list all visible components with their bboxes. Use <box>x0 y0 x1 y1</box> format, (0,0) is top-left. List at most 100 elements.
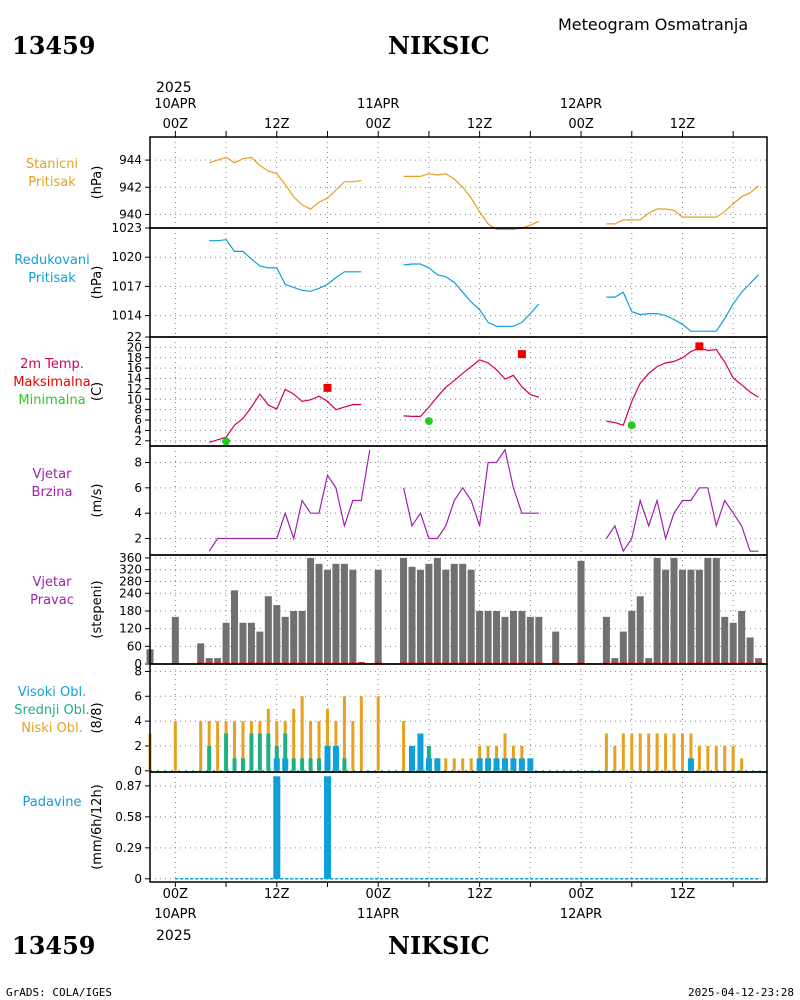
series-line-p2 <box>209 239 362 292</box>
direction-bar <box>746 637 754 664</box>
panel-label-line2: Pritisak <box>28 271 76 286</box>
time-label-bottom-hour: 00Z <box>568 887 594 902</box>
cloud-bar-0 <box>469 758 473 771</box>
chart-title: Meteogram Osmatranja <box>558 15 748 34</box>
direction-zero-mark <box>425 662 433 664</box>
panel-label-line1: Visoki Obl. <box>18 685 86 700</box>
y-tick-label: 0 <box>134 657 142 671</box>
cloud-bar-1 <box>232 758 237 771</box>
series-line-p4 <box>403 448 539 540</box>
direction-zero-mark <box>315 662 323 664</box>
panel-label-line1: Vjetar <box>33 575 73 590</box>
tmin-marker <box>424 417 433 426</box>
time-label-top-date: 11APR <box>357 97 399 112</box>
direction-zero-mark <box>467 662 475 664</box>
direction-zero-mark <box>239 662 247 664</box>
cloud-bar-0 <box>647 733 651 771</box>
panel-unit-label: (8/8) <box>90 702 105 733</box>
panel-label-line2: Pravac <box>30 593 74 608</box>
panel-unit-label: (hPa) <box>90 266 105 300</box>
cloud-bar-1 <box>249 733 254 771</box>
y-tick-label: 60 <box>127 639 142 653</box>
series-line-p1 <box>209 156 362 210</box>
direction-zero-mark <box>273 662 281 664</box>
time-label-bottom-hour: 12Z <box>467 887 493 902</box>
direction-zero-mark <box>476 662 484 664</box>
footer-timestamp: 2025-04-12-23:28 <box>688 986 794 999</box>
direction-zero-mark <box>704 662 712 664</box>
y-tick-label: 0 <box>134 872 142 886</box>
cloud-bar-0 <box>621 733 625 771</box>
cloud-bar-1 <box>257 733 262 771</box>
panel-unit-label: (C) <box>90 382 105 401</box>
direction-zero-mark <box>357 662 365 664</box>
y-tick-label: 4 <box>134 714 142 728</box>
series-line-p2 <box>403 263 540 327</box>
cloud-bar-0 <box>300 696 304 771</box>
direction-bar <box>247 622 255 664</box>
panel-label-line2: Brzina <box>32 485 73 500</box>
y-tick-label: 0.29 <box>115 841 142 855</box>
cloud-bar-2 <box>417 733 424 771</box>
cloud-bar-0 <box>199 721 203 771</box>
direction-bar <box>171 616 179 664</box>
cloud-bar-1 <box>224 733 229 771</box>
direction-zero-mark <box>678 662 686 664</box>
direction-bar <box>323 569 331 664</box>
cloud-bar-1 <box>342 758 347 771</box>
direction-zero-mark <box>611 662 619 664</box>
precip-bar <box>323 776 331 879</box>
panel-unit-label: (m/s) <box>90 484 105 518</box>
direction-bar <box>577 560 585 664</box>
direction-bar <box>433 557 441 664</box>
y-tick-label: 0 <box>134 764 142 778</box>
time-label-top-date: 12APR <box>560 97 602 112</box>
time-label-bottom-hour: 12Z <box>670 887 696 902</box>
y-tick-label: 4 <box>134 423 142 437</box>
y-tick-label: 6 <box>134 689 142 703</box>
cloud-bar-2 <box>434 758 441 771</box>
cloud-bar-2 <box>282 758 289 771</box>
cloud-bar-0 <box>630 733 634 771</box>
direction-zero-mark <box>721 662 729 664</box>
direction-bar <box>273 605 281 664</box>
series-line-p3 <box>403 359 539 417</box>
cloud-bar-1 <box>240 758 245 771</box>
y-tick-label: 4 <box>134 506 142 520</box>
cloud-bar-0 <box>461 758 465 771</box>
cloud-bar-0 <box>233 721 237 771</box>
direction-zero-mark <box>501 662 509 664</box>
direction-bar <box>197 643 205 664</box>
series-line-p4 <box>605 487 759 553</box>
direction-zero-mark <box>653 662 661 664</box>
direction-zero-mark <box>433 662 441 664</box>
panel-p6: 8 6 4 2 0 Visoki Obl. Srednji Obl. Niski Obl. (8… <box>14 663 768 778</box>
cloud-bar-1 <box>317 758 322 771</box>
panel-label-line2: Pritisak <box>28 175 76 190</box>
direction-bar <box>332 563 340 664</box>
direction-bar <box>450 563 458 664</box>
direction-bar <box>755 658 763 664</box>
panel-frame <box>149 336 768 447</box>
direction-zero-mark <box>222 662 230 664</box>
direction-bar <box>619 631 627 664</box>
direction-bar <box>476 610 484 664</box>
direction-bar <box>484 610 492 664</box>
y-tick-label: 8 <box>134 664 142 678</box>
panel-p4: 8 6 4 2 Vjetar Brzina (m/s) <box>32 445 768 556</box>
direction-zero-mark <box>628 662 636 664</box>
direction-zero-mark <box>416 662 424 664</box>
direction-zero-mark <box>290 662 298 664</box>
direction-bar <box>518 610 526 664</box>
cloud-bar-0 <box>216 721 220 771</box>
cloud-bar-0 <box>452 758 456 771</box>
panel-unit-label: (mm/6h/12h) <box>90 784 105 870</box>
y-tick-label: 0.87 <box>115 779 142 793</box>
direction-bar <box>374 569 382 664</box>
footer: 13459 NIKSIC 2025 GrADS: COLA/IGES 2025-… <box>6 928 794 999</box>
direction-zero-mark <box>636 662 644 664</box>
panel-label-line2: Maksimalna <box>13 375 91 390</box>
time-axis-top: 10APR 00Z 12Z 11APR 00Z 12Z 12APR 00Z 12Z <box>154 97 734 137</box>
direction-bar <box>602 616 610 664</box>
